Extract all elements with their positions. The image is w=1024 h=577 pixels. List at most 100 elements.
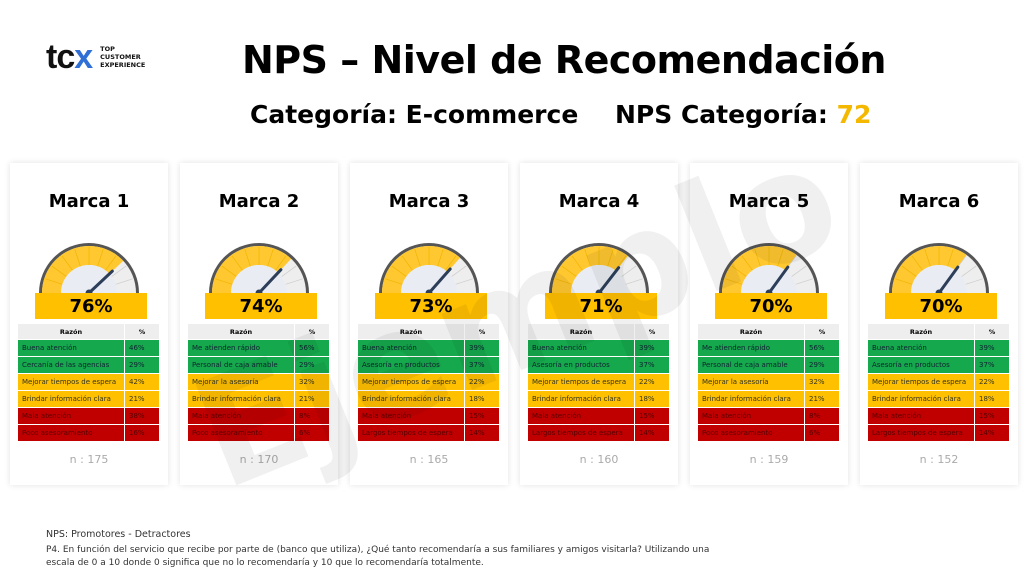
reason-cell: Mejorar tiempos de espera bbox=[18, 374, 124, 390]
table-row: Personal de caja amable 29% bbox=[188, 357, 329, 373]
reason-cell: Buena atención bbox=[528, 340, 634, 356]
reason-cell: Cercanía de las agencias bbox=[18, 357, 124, 373]
reason-cell: Mala atención bbox=[188, 408, 294, 424]
reason-cell: Brindar información clara bbox=[18, 391, 124, 407]
table-row: Mejorar tiempos de espera 42% bbox=[18, 374, 159, 390]
reason-cell: Buena atención bbox=[18, 340, 124, 356]
reason-cell: Brindar información clara bbox=[868, 391, 974, 407]
pct-cell: 56% bbox=[295, 340, 329, 356]
footnote-nps: NPS: Promotores - Detractores bbox=[46, 529, 191, 540]
pct-cell: 14% bbox=[975, 425, 1009, 441]
pct-cell: 32% bbox=[805, 374, 839, 390]
reason-header: Razón bbox=[18, 324, 124, 339]
sample-size: n : 175 bbox=[69, 453, 109, 466]
score-label: 73% bbox=[375, 293, 487, 319]
brand-name: Marca 2 bbox=[218, 191, 300, 212]
logo-line: CUSTOMER bbox=[100, 53, 141, 61]
pct-cell: 37% bbox=[465, 357, 499, 373]
subtitle: Categoría: E-commerce NPS Categoría: 72 bbox=[250, 100, 871, 129]
table-row: Asesoría en productos 37% bbox=[358, 357, 499, 373]
table-row: Largos tiempos de espera 14% bbox=[528, 425, 669, 441]
reasons-table: Razón% Me atienden rápido 56% Personal de c… bbox=[187, 323, 330, 442]
table-row: Mejorar tiempos de espera 22% bbox=[528, 374, 669, 390]
table-row: Brindar información clara 21% bbox=[698, 391, 839, 407]
pct-cell: 39% bbox=[635, 340, 669, 356]
pct-cell: 15% bbox=[465, 408, 499, 424]
reason-cell: Mala atención bbox=[868, 408, 974, 424]
pct-cell: 39% bbox=[975, 340, 1009, 356]
reason-header: Razón bbox=[698, 324, 804, 339]
pct-cell: 18% bbox=[635, 391, 669, 407]
table-row: Mala atención 15% bbox=[358, 408, 499, 424]
reason-cell: Mejorar tiempos de espera bbox=[358, 374, 464, 390]
logo-line: EXPERIENCE bbox=[100, 61, 146, 69]
reason-cell: Largos tiempos de espera bbox=[358, 425, 464, 441]
pct-cell: 32% bbox=[295, 374, 329, 390]
reason-header: Razón bbox=[868, 324, 974, 339]
pct-cell: 56% bbox=[805, 340, 839, 356]
sample-size: n : 170 bbox=[239, 453, 279, 466]
reason-cell: Me atienden rápido bbox=[188, 340, 294, 356]
pct-header: % bbox=[295, 324, 329, 339]
pct-cell: 14% bbox=[465, 425, 499, 441]
logo-mark: tcx bbox=[46, 38, 93, 76]
pct-cell: 39% bbox=[465, 340, 499, 356]
gauge-icon bbox=[719, 243, 819, 295]
table-row: Mala atención 8% bbox=[698, 408, 839, 424]
table-row: Asesoría en productos 37% bbox=[528, 357, 669, 373]
gauge-icon bbox=[39, 243, 139, 295]
table-row: Buena atención 39% bbox=[528, 340, 669, 356]
reason-cell: Mejorar tiempos de espera bbox=[528, 374, 634, 390]
pct-cell: 16% bbox=[125, 425, 159, 441]
reason-cell: Mejorar tiempos de espera bbox=[868, 374, 974, 390]
pct-cell: 15% bbox=[975, 408, 1009, 424]
reasons-table: Razón% Buena atención 39% Asesoría en produ… bbox=[527, 323, 670, 442]
reason-cell: Mala atención bbox=[358, 408, 464, 424]
pct-cell: 22% bbox=[975, 374, 1009, 390]
brand-card: Marca 1 76% Razón% Buena atención 46% Cerca… bbox=[10, 163, 168, 485]
pct-header: % bbox=[975, 324, 1009, 339]
table-row: Brindar información clara 18% bbox=[358, 391, 499, 407]
reason-cell: Brindar información clara bbox=[528, 391, 634, 407]
pct-cell: 18% bbox=[975, 391, 1009, 407]
table-row: Largos tiempos de espera 14% bbox=[868, 425, 1009, 441]
table-row: Cercanía de las agencias 29% bbox=[18, 357, 159, 373]
pct-cell: 42% bbox=[125, 374, 159, 390]
pct-cell: 37% bbox=[975, 357, 1009, 373]
table-row: Mejorar tiempos de espera 22% bbox=[358, 374, 499, 390]
reason-cell: Poco asesoramiento bbox=[18, 425, 124, 441]
pct-cell: 22% bbox=[635, 374, 669, 390]
table-row: Me atienden rápido 56% bbox=[698, 340, 839, 356]
table-row: Mala atención 38% bbox=[18, 408, 159, 424]
pct-cell: 29% bbox=[125, 357, 159, 373]
reason-header: Razón bbox=[188, 324, 294, 339]
reason-cell: Personal de caja amable bbox=[188, 357, 294, 373]
tcx-logo: tcx TOP CUSTOMER EXPERIENCE bbox=[46, 40, 145, 74]
table-row: Personal de caja amable 29% bbox=[698, 357, 839, 373]
reason-cell: Me atienden rápido bbox=[698, 340, 804, 356]
reason-header: Razón bbox=[358, 324, 464, 339]
table-row: Mejorar tiempos de espera 22% bbox=[868, 374, 1009, 390]
pct-cell: 21% bbox=[805, 391, 839, 407]
pct-header: % bbox=[465, 324, 499, 339]
reason-cell: Mala atención bbox=[18, 408, 124, 424]
table-row: Largos tiempos de espera 14% bbox=[358, 425, 499, 441]
table-row: Mejorar la asesoría 32% bbox=[698, 374, 839, 390]
brand-name: Marca 4 bbox=[558, 191, 640, 212]
reasons-table: Razón% Buena atención 39% Asesoría en produ… bbox=[867, 323, 1010, 442]
table-row: Brindar información clara 21% bbox=[188, 391, 329, 407]
reason-cell: Poco asesoramiento bbox=[188, 425, 294, 441]
reason-cell: Buena atención bbox=[358, 340, 464, 356]
reason-cell: Brindar información clara bbox=[358, 391, 464, 407]
brand-card: Marca 3 73% Razón% Buena atención 39% Aseso… bbox=[350, 163, 508, 485]
pct-header: % bbox=[635, 324, 669, 339]
reason-cell: Personal de caja amable bbox=[698, 357, 804, 373]
score-label: 70% bbox=[885, 293, 997, 319]
reasons-table: Razón% Buena atención 46% Cercanía de las a… bbox=[17, 323, 160, 442]
reason-cell: Asesoría en productos bbox=[528, 357, 634, 373]
table-row: Mala atención 15% bbox=[868, 408, 1009, 424]
table-row: Buena atención 46% bbox=[18, 340, 159, 356]
pct-cell: 14% bbox=[635, 425, 669, 441]
table-row: Buena atención 39% bbox=[868, 340, 1009, 356]
table-row: Brindar información clara 18% bbox=[528, 391, 669, 407]
